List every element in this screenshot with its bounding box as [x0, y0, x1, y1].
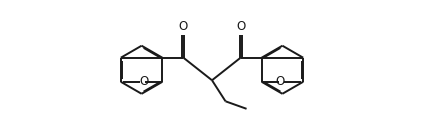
Text: O: O — [179, 20, 188, 33]
Text: O: O — [139, 75, 148, 88]
Text: O: O — [276, 75, 285, 88]
Text: O: O — [236, 20, 245, 33]
